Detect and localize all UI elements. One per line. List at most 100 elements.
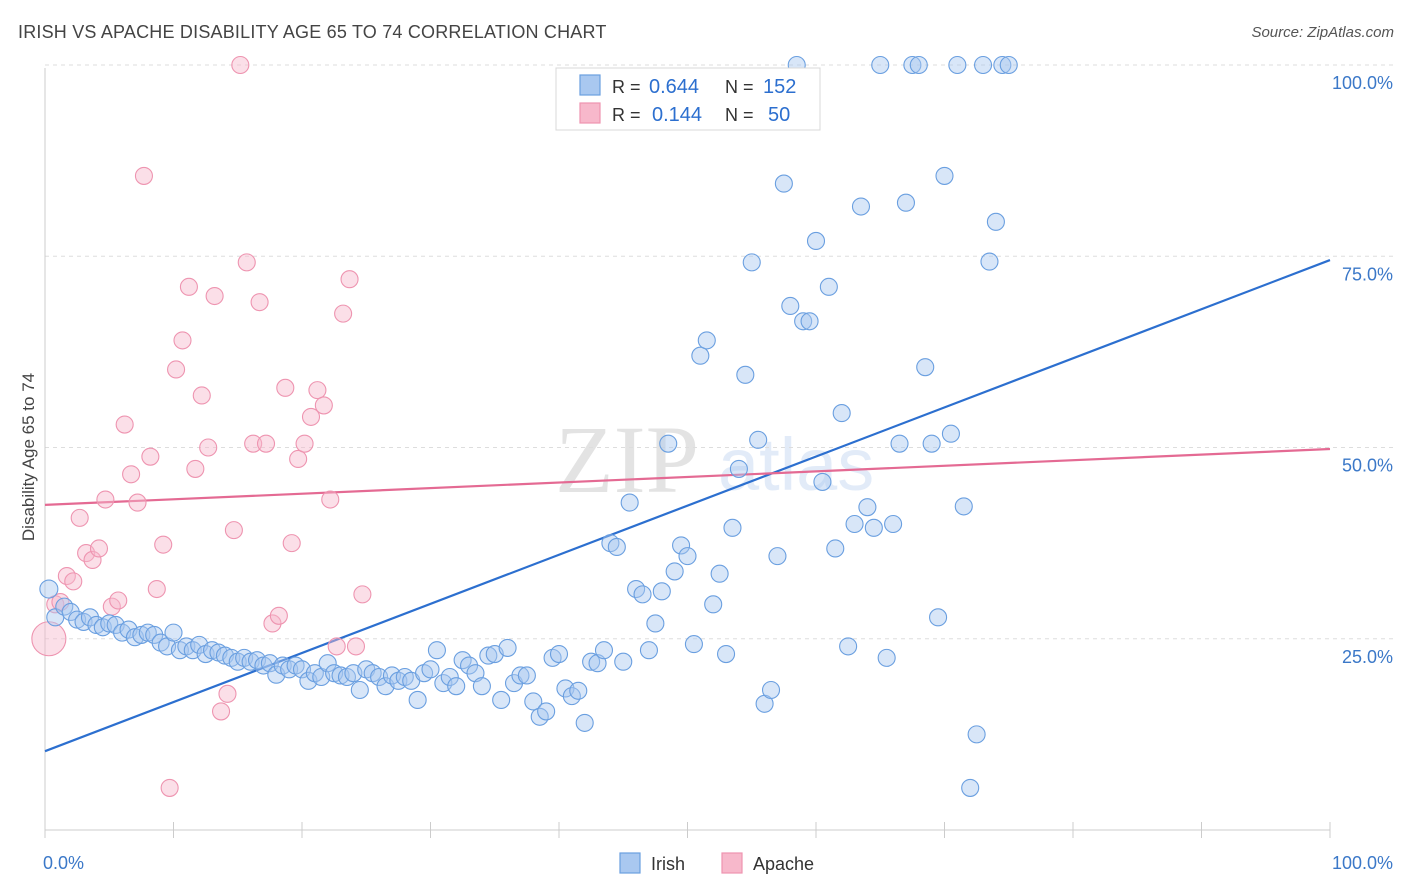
apache-point xyxy=(346,637,366,656)
irish-point xyxy=(723,518,742,537)
apache-point xyxy=(353,585,372,604)
axes xyxy=(44,68,1331,838)
bottom-legend-irish-swatch xyxy=(619,852,641,874)
irish-point xyxy=(845,514,864,534)
legend-apache-r-value: 0.144 xyxy=(652,104,702,126)
bottom-legend-apache-swatch xyxy=(721,852,743,874)
source-label: Source: ZipAtlas.com xyxy=(1251,24,1394,41)
irish-point xyxy=(742,253,761,272)
apache-point xyxy=(250,293,269,312)
apache-point xyxy=(199,438,218,457)
irish-point xyxy=(781,296,800,316)
y-tick-label-75: 75.0% xyxy=(1342,264,1393,284)
irish-point xyxy=(729,459,748,478)
irish-point xyxy=(614,652,633,671)
irish-point xyxy=(459,656,479,675)
apache-point xyxy=(154,535,173,554)
irish-point xyxy=(929,608,948,627)
irish-point xyxy=(941,424,960,443)
apache-point xyxy=(282,534,301,553)
irish-point xyxy=(659,434,678,453)
apache-point xyxy=(64,572,83,591)
irish-point xyxy=(665,562,684,581)
irish-point xyxy=(858,498,877,517)
irish-point xyxy=(922,434,941,453)
watermark: ZIP atlas xyxy=(555,406,874,513)
watermark-zip: ZIP xyxy=(555,406,699,513)
irish-point xyxy=(749,430,768,449)
apache-point xyxy=(301,407,321,426)
irish-point xyxy=(710,564,729,583)
apache-point xyxy=(173,331,192,350)
irish-point xyxy=(498,638,517,657)
apache-point xyxy=(96,490,115,509)
irish-point xyxy=(954,497,973,516)
x-tick-label-max: 100.0% xyxy=(1332,853,1393,873)
bottom-legend-apache-label: Apache xyxy=(753,854,814,874)
irish-point xyxy=(697,331,716,350)
irish-point xyxy=(440,667,459,687)
apache-point xyxy=(89,539,109,558)
apache-trend xyxy=(44,447,1331,506)
apache-point xyxy=(295,434,314,453)
irish-point xyxy=(350,680,369,700)
apache-point xyxy=(289,449,308,469)
irish-point xyxy=(447,677,466,696)
legend-apache-n-label: N = xyxy=(725,105,754,125)
irish-point xyxy=(948,55,967,75)
irish-point xyxy=(961,778,980,797)
legend-apache-swatch xyxy=(579,102,601,124)
irish-point xyxy=(684,635,703,654)
irish-point xyxy=(652,582,671,601)
irish-points xyxy=(39,55,1018,797)
irish-point xyxy=(569,681,588,700)
irish-point xyxy=(145,625,164,644)
irish-point xyxy=(524,692,543,711)
tick-labels: 25.0% 50.0% 75.0% 100.0% 0.0% 100.0% xyxy=(43,73,1393,873)
apache-point xyxy=(205,286,224,306)
irish-point xyxy=(890,434,909,453)
irish-point xyxy=(806,231,826,250)
apache-points xyxy=(31,55,372,797)
apache-point xyxy=(115,415,134,434)
irish-point xyxy=(517,666,536,685)
y-tick-label-100: 100.0% xyxy=(1332,73,1393,93)
irish-point xyxy=(967,725,986,744)
irish-point xyxy=(678,547,697,566)
irish-point xyxy=(993,55,1012,75)
irish-point xyxy=(594,641,614,660)
apache-point xyxy=(160,778,179,797)
irish-point xyxy=(999,55,1018,75)
apache-point xyxy=(167,360,186,379)
irish-point xyxy=(909,55,928,75)
irish-point xyxy=(986,212,1005,231)
irish-point xyxy=(492,690,511,710)
irish-point xyxy=(39,579,59,599)
legend-apache-r-label: R = xyxy=(612,105,641,125)
irish-point xyxy=(607,537,626,557)
irish-point xyxy=(620,493,639,512)
irish-trend-line xyxy=(44,259,1331,753)
irish-point xyxy=(768,547,787,566)
apache-point xyxy=(70,508,89,527)
apache-point xyxy=(147,579,166,599)
irish-point xyxy=(794,312,813,331)
irish-point xyxy=(935,166,954,185)
irish-point xyxy=(639,641,659,660)
apache-point xyxy=(269,606,288,625)
bottom-legend: Irish Apache xyxy=(619,852,814,874)
irish-point xyxy=(826,539,845,558)
irish-point xyxy=(973,55,993,75)
apache-point xyxy=(308,381,327,400)
irish-point xyxy=(511,666,530,685)
irish-trend xyxy=(44,259,1331,753)
irish-point xyxy=(704,595,723,614)
legend-irish-r-value: 0.644 xyxy=(649,76,699,98)
irish-point xyxy=(832,404,851,423)
grid xyxy=(45,64,1395,640)
apache-point xyxy=(334,304,353,323)
legend-irish-n-value: 152 xyxy=(763,76,796,98)
irish-point xyxy=(916,358,935,377)
irish-point xyxy=(813,472,832,491)
irish-point xyxy=(100,614,119,633)
